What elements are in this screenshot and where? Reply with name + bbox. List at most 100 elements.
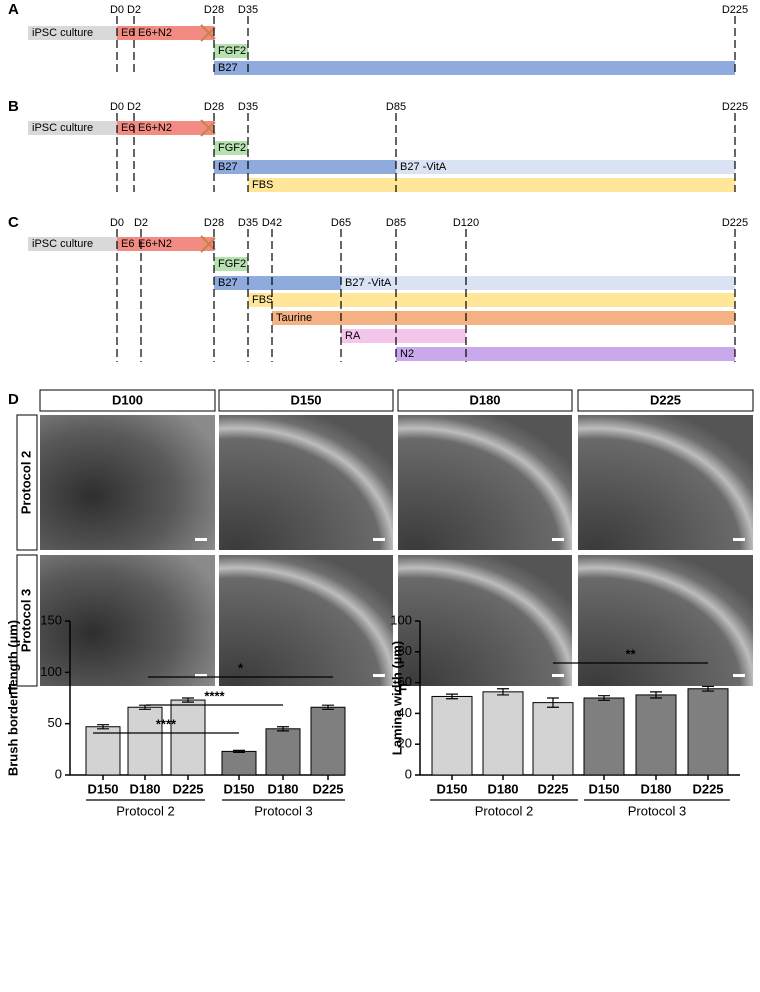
timeline-bar	[396, 347, 735, 361]
timeline-bar	[214, 44, 248, 58]
day-label: D2	[127, 4, 141, 16]
day-label: D42	[262, 217, 282, 229]
day-label: D0	[110, 4, 124, 16]
timeline-bar	[396, 160, 735, 174]
x-tick-label: D225	[172, 781, 203, 796]
scale-bar	[552, 674, 564, 677]
significance-label: *	[238, 660, 244, 675]
scale-bar	[733, 538, 745, 541]
bar-label: FGF2	[218, 45, 246, 57]
scale-bar	[373, 674, 385, 677]
day-label: D35	[238, 217, 258, 229]
micrograph	[578, 555, 753, 686]
row-header: Protocol 3	[18, 589, 33, 653]
column-header: D225	[650, 392, 681, 407]
bar-label: B27	[218, 62, 238, 74]
timeline-bar	[134, 121, 214, 135]
row-header: Protocol 2	[18, 451, 33, 515]
timeline-bar	[134, 237, 214, 251]
bar	[532, 702, 574, 776]
y-tick-label: 0	[405, 766, 412, 781]
x-tick-label: D150	[588, 781, 619, 796]
bar	[85, 726, 121, 776]
significance-label: **	[625, 646, 636, 661]
day-label: D0	[110, 101, 124, 113]
error-bar	[233, 749, 245, 754]
y-tick-label: 20	[398, 736, 412, 751]
error-bar	[446, 693, 458, 700]
day-label: D0	[110, 217, 124, 229]
significance-label: ****	[156, 716, 177, 731]
bar-label: B27 -VitA	[400, 161, 447, 173]
group-label: Protocol 3	[628, 803, 687, 818]
bar	[221, 750, 257, 776]
bar	[170, 699, 206, 776]
column-header-box	[577, 389, 754, 412]
timeline-bar	[272, 293, 735, 307]
micrograph	[219, 415, 393, 550]
column-header-box	[397, 389, 573, 412]
scale-bar	[195, 538, 207, 541]
column-header-box	[39, 389, 216, 412]
day-label: D2	[127, 101, 141, 113]
bar-label: iPSC culture	[32, 27, 93, 39]
error-bar	[277, 726, 289, 732]
y-tick-label: 60	[398, 674, 412, 689]
micrograph	[219, 555, 393, 686]
error-bar	[547, 697, 559, 708]
timeline-bar	[117, 237, 134, 251]
significance-label: ****	[204, 688, 225, 703]
panel-label: F	[398, 681, 407, 698]
y-tick-label: 150	[40, 612, 62, 627]
bar-label: E6	[121, 238, 134, 250]
day-label: D65	[331, 217, 351, 229]
error-bar	[182, 697, 194, 703]
timeline-bar	[214, 257, 248, 271]
timeline-bar	[214, 141, 248, 155]
day-label: D28	[204, 217, 224, 229]
bar-label: FGF2	[218, 142, 246, 154]
error-bar	[598, 695, 610, 701]
bar-label: FGF2	[218, 258, 246, 270]
y-tick-label: 40	[398, 705, 412, 720]
x-tick-label: D180	[487, 781, 518, 796]
panel-label: D	[8, 391, 19, 408]
micrograph	[398, 555, 572, 686]
bar-label: B27	[218, 161, 238, 173]
day-label: D225	[722, 4, 748, 16]
panel-label: E	[8, 681, 18, 698]
bar	[482, 691, 524, 776]
error-bar	[97, 724, 109, 730]
timeline-bar	[134, 26, 214, 40]
bar-label: B27 -VitA	[345, 277, 392, 289]
timeline-bar	[248, 178, 735, 192]
row-header-box	[16, 554, 38, 687]
timeline-bar	[28, 121, 117, 135]
x-tick-label: D180	[640, 781, 671, 796]
timeline-bar	[248, 293, 272, 307]
row-header-box	[16, 414, 38, 551]
bar-label: E6+N2	[138, 122, 172, 134]
error-bar	[322, 704, 334, 710]
y-tick-label: 100	[40, 664, 62, 679]
timeline-bar	[214, 160, 396, 174]
group-label: Protocol 2	[116, 803, 175, 818]
bar-label: FBS	[252, 294, 273, 306]
scissors-icon	[200, 24, 216, 42]
x-tick-label: D225	[312, 781, 343, 796]
bar-label: E6	[121, 27, 134, 39]
bar	[265, 728, 301, 776]
micrograph	[578, 415, 753, 550]
error-bar	[497, 688, 509, 696]
timeline-bar	[28, 26, 117, 40]
error-bar	[650, 691, 662, 699]
day-label: D28	[204, 101, 224, 113]
timeline-bar	[272, 311, 735, 325]
timeline-bar	[214, 61, 735, 75]
column-header: D150	[290, 392, 321, 407]
bar-label: iPSC culture	[32, 238, 93, 250]
y-tick-label: 0	[55, 766, 62, 781]
x-tick-label: D225	[537, 781, 568, 796]
bar	[687, 688, 729, 776]
